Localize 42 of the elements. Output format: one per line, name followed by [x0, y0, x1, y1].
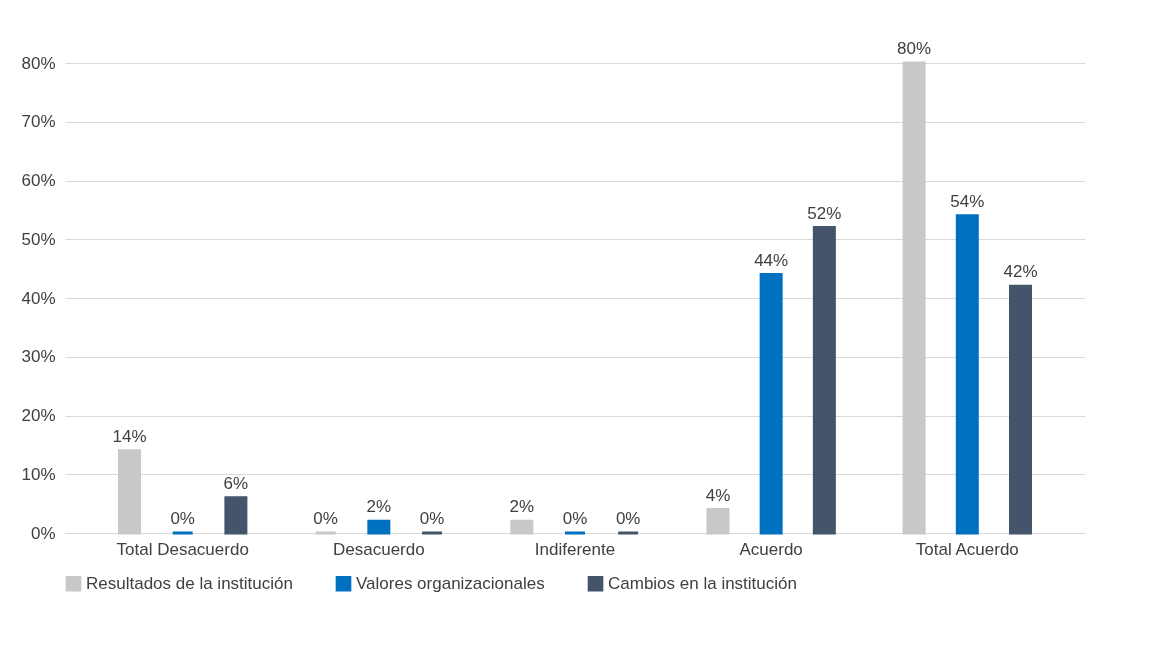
y-tick-label: 0%	[30, 523, 56, 543]
data-label: 0%	[419, 509, 445, 528]
x-tick-label: Indiferente	[534, 539, 616, 559]
bar	[224, 496, 248, 535]
data-label: 0%	[562, 509, 588, 528]
data-label: 0%	[615, 509, 641, 528]
legend-label: Cambios en la institución	[608, 573, 797, 593]
y-tick-label: 60%	[21, 171, 56, 190]
x-tick-label: Total Desacuerdo	[116, 539, 249, 559]
data-label: 0%	[170, 509, 195, 528]
x-tick-label: Desacuerdo	[333, 539, 425, 559]
data-label: 42%	[1003, 262, 1038, 282]
bar	[812, 226, 836, 535]
bar	[955, 214, 979, 535]
x-tick-label: Total Acuerdo	[915, 539, 1019, 559]
bar	[759, 273, 783, 535]
y-tick-label: 50%	[21, 229, 56, 249]
data-label: 6%	[223, 473, 249, 493]
x-tick-label: Acuerdo	[739, 539, 803, 559]
data-label: 80%	[897, 39, 932, 58]
bar	[118, 449, 141, 535]
data-label: 54%	[950, 191, 985, 211]
data-label: 14%	[112, 426, 147, 446]
y-tick-label: 80%	[21, 53, 56, 73]
y-tick-label: 10%	[21, 464, 56, 484]
bar	[367, 519, 391, 535]
bar	[706, 508, 730, 535]
data-label: 52%	[807, 203, 842, 223]
y-tick-label: 70%	[21, 112, 56, 132]
y-tick-label: 40%	[21, 288, 56, 308]
bar	[902, 61, 926, 535]
y-tick-label: 20%	[21, 406, 56, 425]
y-tick-label: 30%	[21, 347, 56, 367]
data-label: 2%	[509, 497, 535, 517]
data-label: 0%	[313, 509, 338, 528]
data-label: 4%	[705, 485, 731, 505]
legend-label: Resultados de la institución	[86, 573, 293, 593]
bar	[510, 519, 534, 535]
data-label: 2%	[366, 497, 392, 517]
legend-label: Valores organizacionales	[356, 573, 545, 593]
bar	[1009, 284, 1032, 535]
data-label: 44%	[754, 250, 789, 270]
